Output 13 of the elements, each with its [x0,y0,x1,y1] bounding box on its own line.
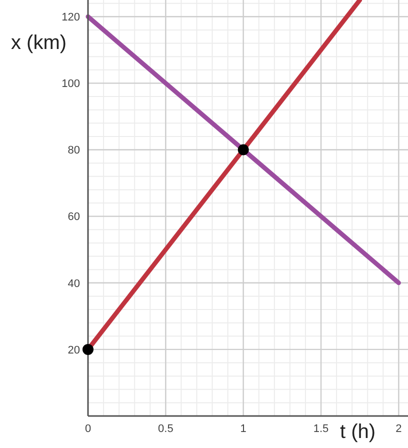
y-tick-label: 120 [62,12,80,24]
x-tick-label: 0.5 [158,422,174,435]
x-tick-label: 2 [396,422,402,435]
y-tick-label: 100 [62,78,80,90]
x-tick-label: 0 [84,422,92,435]
x-tick-label: 1 [240,422,246,435]
x-axis-title: t (h) [340,421,376,443]
y-axis-title: x (km) [11,32,67,54]
x-tick-label: 1.5 [313,422,329,435]
y-tick-label: 20 [68,344,80,356]
y-tick-label: 80 [68,144,80,157]
y-tick-label: 40 [68,278,80,290]
y-tick-label: 60 [68,211,80,224]
